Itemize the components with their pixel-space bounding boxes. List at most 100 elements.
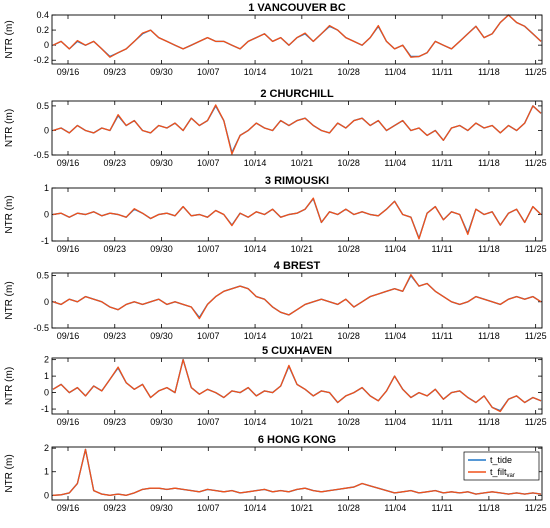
y-tick-label: 0.2 bbox=[36, 25, 49, 35]
panel-title: 1 VANCOUVER BC bbox=[248, 2, 346, 14]
x-tick-label: 10/07 bbox=[197, 244, 220, 254]
y-tick-label: 0.4 bbox=[36, 10, 49, 20]
y-tick-label: 2 bbox=[44, 355, 49, 365]
series-line-filt bbox=[52, 358, 542, 413]
panel-3: 3 RIMOUSKI NTR (m) -1 0 1 09/16 09/23 09/30 10/0… bbox=[4, 175, 547, 254]
panel-title: 5 CUXHAVEN bbox=[262, 345, 332, 357]
x-tick-label: 11/11 bbox=[432, 503, 453, 513]
y-tick-label: -0.5 bbox=[33, 323, 49, 333]
y-tick-label: 0 bbox=[44, 210, 49, 220]
y-axis-label: NTR (m) bbox=[4, 195, 15, 233]
series-line-filt bbox=[52, 448, 542, 496]
x-tick-label: 09/16 bbox=[57, 244, 80, 254]
x-tick-label: 10/28 bbox=[337, 331, 360, 341]
x-tick-label: 09/30 bbox=[150, 331, 173, 341]
x-tick-label: 09/23 bbox=[104, 417, 127, 427]
x-tick-label: 10/14 bbox=[244, 244, 267, 254]
x-tick-label: 09/16 bbox=[57, 417, 80, 427]
legend-box bbox=[463, 451, 540, 481]
series-line-filt bbox=[52, 197, 542, 240]
x-tick-label: 11/18 bbox=[478, 244, 500, 254]
axes-box bbox=[51, 357, 543, 415]
series-line-filt bbox=[52, 14, 542, 58]
y-tick-label: 1 bbox=[44, 371, 49, 381]
x-tick-label: 10/21 bbox=[291, 503, 314, 513]
x-tick-label: 11/25 bbox=[525, 244, 547, 254]
panel-6: 6 HONG KONG NTR (m) 0 1 2 09/16 09/23 09/30 10/0… bbox=[4, 434, 547, 513]
legend-label-filt: t_filtvar bbox=[490, 467, 515, 479]
y-tick-label: 0 bbox=[44, 297, 49, 307]
x-tick-label: 11/04 bbox=[384, 67, 406, 77]
y-tick-label: 0.5 bbox=[36, 271, 49, 281]
series-line-filt bbox=[52, 273, 542, 320]
x-tick-label: 09/16 bbox=[57, 67, 80, 77]
series-line-filt bbox=[52, 104, 542, 155]
x-tick-label: 10/28 bbox=[337, 67, 360, 77]
x-tick-label: 11/18 bbox=[478, 417, 500, 427]
x-tick-label: 10/07 bbox=[197, 331, 220, 341]
x-tick-label: 11/25 bbox=[525, 331, 547, 341]
x-tick-label: 09/16 bbox=[57, 158, 80, 168]
y-tick-label: -0.5 bbox=[33, 150, 49, 160]
x-tick-label: 11/25 bbox=[525, 417, 547, 427]
axes-box bbox=[51, 14, 543, 65]
x-tick-label: 10/07 bbox=[197, 417, 220, 427]
axes-box bbox=[51, 272, 543, 329]
y-axis-label: NTR (m) bbox=[4, 367, 15, 405]
y-tick-label: 1 bbox=[44, 467, 49, 477]
x-tick-label: 10/21 bbox=[291, 158, 314, 168]
legend-label-filt-sub: var bbox=[507, 473, 515, 479]
panel-1: 1 VANCOUVER BC NTR (m) -0.2 0 0.2 0.4 09/16 09/… bbox=[4, 2, 547, 77]
x-tick-label: 10/28 bbox=[337, 417, 360, 427]
x-tick-label: 10/14 bbox=[244, 503, 267, 513]
x-tick-label: 09/23 bbox=[104, 158, 127, 168]
x-tick-label: 11/11 bbox=[432, 244, 453, 254]
x-tick-label: 09/30 bbox=[150, 67, 173, 77]
x-tick-label: 09/30 bbox=[150, 417, 173, 427]
x-tick-label: 10/07 bbox=[197, 67, 220, 77]
x-tick-label: 11/18 bbox=[478, 158, 500, 168]
x-tick-label: 09/23 bbox=[104, 503, 127, 513]
x-tick-label: 11/04 bbox=[384, 244, 406, 254]
panel-5: 5 CUXHAVEN NTR (m) -1 0 1 2 09/16 09/23 09/30 10/… bbox=[4, 345, 547, 427]
panel-2: 2 CHURCHILL NTR (m) -0.5 0 0.5 09/16 09/23 09/3… bbox=[4, 88, 547, 168]
x-tick-label: 10/21 bbox=[291, 417, 314, 427]
x-tick-label: 11/04 bbox=[384, 417, 406, 427]
x-tick-label: 09/23 bbox=[104, 67, 127, 77]
x-tick-label: 11/11 bbox=[432, 158, 453, 168]
panel-4: 4 BREST NTR (m) -0.5 0 0.5 09/16 09/23 09/30 10/… bbox=[4, 260, 547, 341]
axes-box bbox=[51, 446, 543, 501]
y-tick-label: 0 bbox=[44, 490, 49, 500]
x-tick-label: 11/04 bbox=[384, 331, 406, 341]
x-tick-label: 09/30 bbox=[150, 158, 173, 168]
x-tick-label: 11/04 bbox=[384, 503, 406, 513]
x-tick-label: 10/21 bbox=[291, 331, 314, 341]
x-tick-label: 11/11 bbox=[432, 67, 453, 77]
y-tick-label: -1 bbox=[41, 404, 49, 414]
y-tick-label: 0.5 bbox=[36, 101, 49, 111]
x-tick-label: 11/18 bbox=[478, 331, 500, 341]
x-tick-label: 10/21 bbox=[291, 244, 314, 254]
panel-title: 2 CHURCHILL bbox=[260, 88, 334, 100]
y-axis-label: NTR (m) bbox=[4, 109, 15, 147]
y-axis-label: NTR (m) bbox=[4, 20, 15, 58]
y-tick-label: 0 bbox=[44, 125, 49, 135]
x-tick-label: 10/14 bbox=[244, 417, 267, 427]
x-tick-label: 09/23 bbox=[104, 331, 127, 341]
x-tick-label: 10/21 bbox=[291, 67, 314, 77]
x-tick-label: 09/30 bbox=[150, 503, 173, 513]
x-tick-label: 11/11 bbox=[432, 331, 453, 341]
x-tick-label: 11/18 bbox=[478, 503, 500, 513]
panel-title: 6 HONG KONG bbox=[258, 434, 336, 446]
y-axis-label: NTR (m) bbox=[4, 454, 15, 492]
axes-box bbox=[51, 187, 543, 242]
x-tick-label: 10/14 bbox=[244, 158, 267, 168]
x-tick-label: 11/04 bbox=[384, 158, 406, 168]
x-tick-label: 11/25 bbox=[525, 67, 547, 77]
x-tick-label: 10/14 bbox=[244, 67, 267, 77]
axes-box bbox=[51, 100, 543, 156]
legend-label-tide: t_tide bbox=[490, 455, 512, 465]
x-tick-label: 09/16 bbox=[57, 503, 80, 513]
